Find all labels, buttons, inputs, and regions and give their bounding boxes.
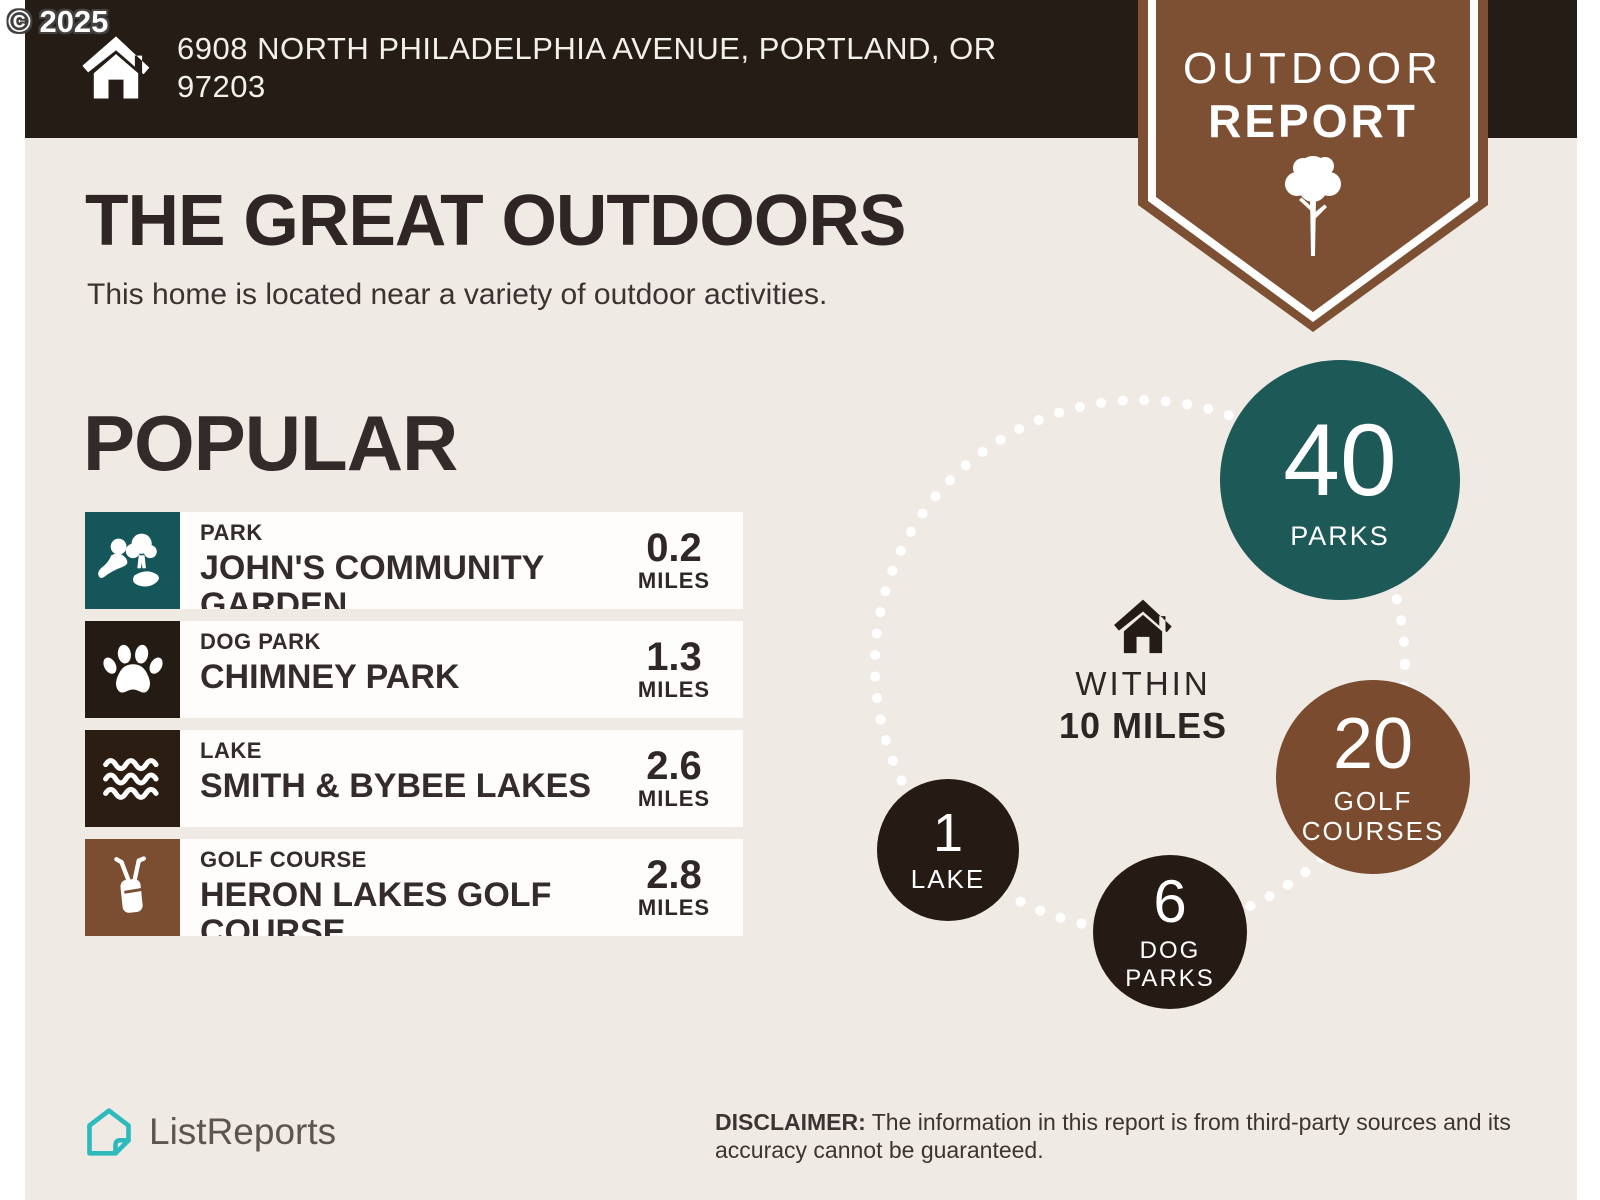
dog-parks-count-bubble: 6 DOG PARKS (1093, 855, 1247, 1009)
radius-miles-label: 10 MILES (1058, 705, 1228, 746)
golf-courses-count: 20 (1332, 704, 1414, 784)
radius-center-marker: WITHIN 10 MILES (1033, 596, 1253, 747)
popular-item-park: PARK JOHN'S COMMUNITY GARDEN 0.2 MILES (85, 512, 743, 609)
park-icon (85, 512, 180, 609)
listreports-logo: ListReports (83, 1106, 336, 1158)
listreports-logo-icon (87, 1108, 131, 1156)
item-category: LAKE (200, 738, 262, 763)
golf-bag-icon (85, 839, 180, 936)
dog-parks-count: 6 (1153, 867, 1187, 935)
dotted-radius-ring (870, 395, 1410, 935)
page-subtitle: This home is located near a variety of o… (87, 278, 828, 311)
item-distance: 2.6 (646, 743, 702, 788)
popular-section-heading: POPULAR (83, 399, 458, 487)
golf-courses-label: GOLF COURSES (1301, 786, 1445, 846)
item-category: DOG PARK (200, 629, 321, 654)
badge-title-line2: REPORT (1208, 95, 1418, 147)
popular-list: PARK JOHN'S COMMUNITY GARDEN 0.2 MILES (85, 512, 743, 948)
item-category: GOLF COURSE (200, 847, 367, 872)
report-card: 6908 NORTH PHILADELPHIA AVENUE, PORTLAND… (25, 0, 1577, 1200)
item-name: CHIMNEY PARK (200, 658, 460, 696)
lake-label: LAKE (910, 863, 986, 894)
popular-item-golf-course: GOLF COURSE HERON LAKES GOLF COURSE 2.8 … (85, 839, 743, 936)
item-name: JOHN'S COMMUNITY GARDEN (200, 549, 544, 610)
tree-icon (1285, 156, 1341, 256)
home-icon (82, 36, 150, 100)
item-distance-unit: MILES (637, 894, 711, 920)
page-title: THE GREAT OUTDOORS (85, 181, 906, 261)
dog-parks-label: DOG PARKS (1125, 936, 1215, 992)
item-distance: 0.2 (646, 525, 702, 570)
golf-courses-count-bubble: 20 GOLF COURSES (1276, 680, 1470, 874)
badge-title-line1: OUTDOOR (1183, 44, 1443, 93)
parks-count: 40 (1283, 402, 1397, 517)
lake-count-bubble: 1 LAKE (877, 779, 1019, 921)
parks-label: PARKS (1290, 520, 1390, 551)
paw-icon (85, 621, 180, 718)
disclaimer-label: DISCLAIMER: (715, 1109, 866, 1135)
home-icon (1114, 599, 1172, 654)
item-name: SMITH & BYBEE LAKES (200, 767, 592, 805)
item-category: PARK (200, 520, 263, 545)
parks-count-bubble: 40 PARKS (1220, 360, 1460, 600)
popular-item-lake: LAKE SMITH & BYBEE LAKES 2.6 MILES (85, 730, 743, 827)
copyright-watermark: © 2025 (8, 4, 109, 39)
within-label: WITHIN (1075, 665, 1211, 702)
popular-item-dog-park: DOG PARK CHIMNEY PARK 1.3 MILES (85, 621, 743, 718)
item-distance-unit: MILES (637, 567, 711, 593)
item-distance-unit: MILES (637, 676, 711, 702)
outdoor-report-badge: OUTDOOR REPORT (1138, 0, 1488, 332)
brand-name: ListReports (149, 1111, 337, 1152)
property-address: 6908 NORTH PHILADELPHIA AVENUE, PORTLAND… (177, 31, 997, 104)
lake-count: 1 (932, 802, 964, 863)
item-distance: 2.8 (646, 852, 702, 897)
item-distance-unit: MILES (637, 785, 711, 811)
waves-icon (85, 730, 180, 827)
disclaimer-text: The information in this report is from t… (715, 1109, 1511, 1163)
item-name: HERON LAKES GOLF COURSE (200, 876, 552, 937)
item-distance: 1.3 (646, 634, 702, 679)
disclaimer: DISCLAIMER: The information in this repo… (715, 1108, 1515, 1164)
